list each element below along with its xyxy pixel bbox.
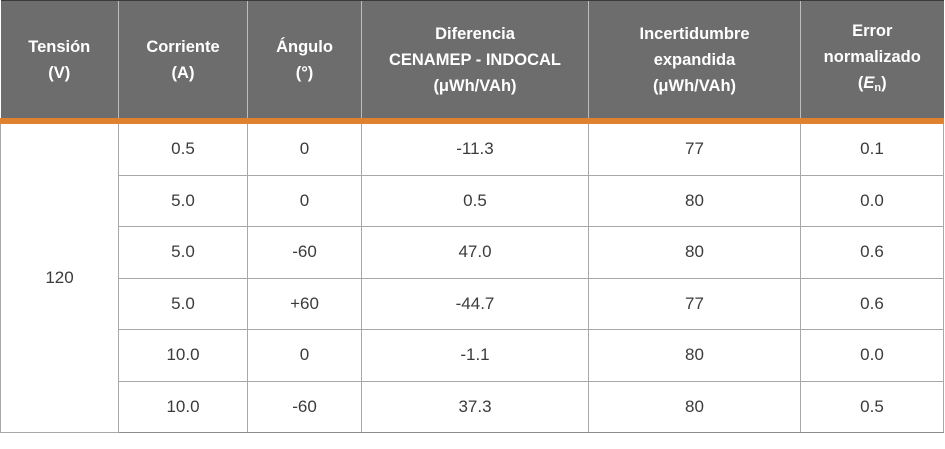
corriente-cell: 0.5 xyxy=(118,120,248,176)
angulo-cell: 0 xyxy=(247,174,362,227)
corriente-cell: 10.0 xyxy=(118,329,248,382)
tension-value-cell: 120 xyxy=(0,121,119,433)
error-cell: 0.0 xyxy=(800,329,944,382)
error-cell: 0.0 xyxy=(800,174,944,227)
diferencia-cell: -11.3 xyxy=(361,120,589,176)
header-error-line2: normalizado xyxy=(823,48,921,66)
header-incertidumbre-line3: (μWh/VAh) xyxy=(652,76,737,95)
header-tension: Tensión (V) xyxy=(0,0,119,124)
angulo-cell: +60 xyxy=(247,277,362,330)
header-error-line1: Error xyxy=(852,22,893,40)
error-cell: 0.6 xyxy=(800,277,944,330)
header-angulo: Ángulo (°) xyxy=(247,0,362,124)
header-error: Error normalizado (En) xyxy=(800,0,944,124)
header-diferencia-line3: (μWh/VAh) xyxy=(433,76,517,95)
header-angulo-line1: Ángulo xyxy=(276,37,333,56)
header-tension-line2: (V) xyxy=(48,63,71,82)
error-cell: 0.5 xyxy=(800,380,944,433)
incertidumbre-cell: 80 xyxy=(588,226,801,279)
angulo-cell: 0 xyxy=(247,329,362,382)
error-cell: 0.1 xyxy=(800,120,944,176)
header-error-symbol: (En) xyxy=(805,70,940,101)
table-row: 5.0 +60 -44.7 77 0.6 xyxy=(1,277,944,330)
header-corriente-line1: Corriente xyxy=(146,37,220,56)
diferencia-cell: 47.0 xyxy=(361,226,589,279)
table-row: 10.0 -60 37.3 80 0.5 xyxy=(1,380,944,433)
incertidumbre-cell: 80 xyxy=(588,174,801,227)
corriente-cell: 5.0 xyxy=(118,174,248,227)
incertidumbre-cell: 80 xyxy=(588,380,801,433)
diferencia-cell: -44.7 xyxy=(361,277,589,330)
header-corriente: Corriente (A) xyxy=(118,0,248,124)
table-row: 10.0 0 -1.1 80 0.0 xyxy=(1,329,944,382)
diferencia-cell: 0.5 xyxy=(361,174,589,227)
header-incertidumbre: Incertidumbre expandida (μWh/VAh) xyxy=(588,0,801,124)
corriente-cell: 5.0 xyxy=(118,226,248,279)
error-symbol-sub: n xyxy=(874,82,882,94)
header-corriente-line2: (A) xyxy=(171,63,195,82)
table-header: Tensión (V) Corriente (A) Ángulo (°) Dif… xyxy=(0,0,944,124)
error-symbol-open: ( xyxy=(857,74,864,92)
error-symbol-close: ) xyxy=(881,74,887,92)
header-diferencia-line1: Diferencia xyxy=(435,24,515,43)
header-incertidumbre-line1: Incertidumbre xyxy=(639,24,750,43)
diferencia-cell: 37.3 xyxy=(361,380,589,433)
error-cell: 0.6 xyxy=(800,226,944,279)
table-row: 5.0 -60 47.0 80 0.6 xyxy=(1,226,944,279)
angulo-cell: -60 xyxy=(247,226,362,279)
header-diferencia-line2: CENAMEP - INDOCAL xyxy=(388,50,562,69)
error-symbol-base: E xyxy=(863,74,875,92)
incertidumbre-cell: 77 xyxy=(588,120,801,176)
measurement-comparison-table: Tensión (V) Corriente (A) Ángulo (°) Dif… xyxy=(0,0,944,433)
angulo-cell: 0 xyxy=(247,120,362,176)
incertidumbre-cell: 80 xyxy=(588,329,801,382)
header-angulo-line2: (°) xyxy=(295,63,314,82)
table-body: 120 0.5 0 -11.3 77 0.1 5.0 0 0.5 80 0.0 … xyxy=(0,120,944,433)
incertidumbre-cell: 77 xyxy=(588,277,801,330)
angulo-cell: -60 xyxy=(247,380,362,433)
corriente-cell: 5.0 xyxy=(118,277,248,330)
table-row: 5.0 0 0.5 80 0.0 xyxy=(1,174,944,227)
corriente-cell: 10.0 xyxy=(118,380,248,433)
data-table: Tensión (V) Corriente (A) Ángulo (°) Dif… xyxy=(0,0,944,433)
table-row: 120 0.5 0 -11.3 77 0.1 xyxy=(0,120,944,433)
header-diferencia: Diferencia CENAMEP - INDOCAL (μWh/VAh) xyxy=(361,0,589,124)
header-incertidumbre-line2: expandida xyxy=(653,50,736,69)
diferencia-cell: -1.1 xyxy=(361,329,589,382)
header-tension-line1: Tensión xyxy=(28,37,91,56)
